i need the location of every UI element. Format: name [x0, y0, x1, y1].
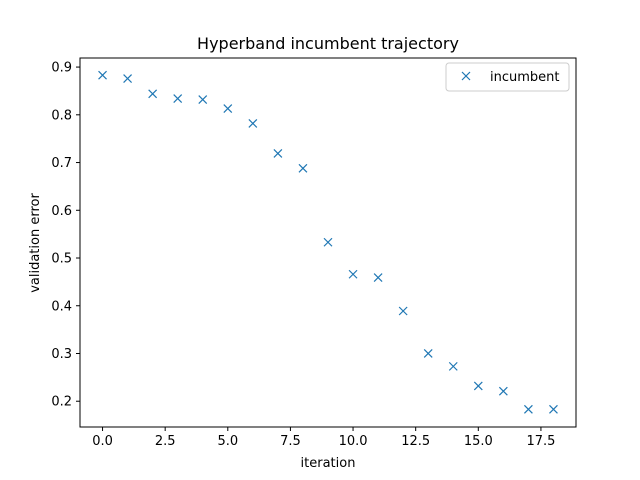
data-point — [498, 386, 508, 396]
data-point — [523, 404, 533, 414]
data-point — [398, 306, 408, 316]
plot-area — [98, 70, 558, 414]
data-point — [423, 349, 433, 358]
legend-marker-x — [461, 71, 471, 81]
x-tick-label: 15.0 — [464, 434, 493, 449]
x-tick-label: 17.5 — [526, 434, 555, 449]
data-point — [273, 149, 283, 158]
data-point — [348, 269, 358, 279]
data-point — [173, 94, 183, 103]
x-tick-label: 7.5 — [280, 434, 301, 449]
data-point — [323, 237, 333, 247]
axes-frame — [79, 57, 577, 428]
y-tick-label: 0.6 — [51, 204, 72, 219]
data-point — [448, 361, 458, 371]
y-tick-label: 0.4 — [51, 299, 72, 314]
x-tick-label: 12.5 — [401, 434, 430, 449]
data-point — [198, 95, 208, 104]
data-point — [248, 118, 258, 128]
data-point — [123, 74, 133, 83]
x-tick-label: 5.0 — [217, 434, 238, 449]
y-tick-label: 0.9 — [51, 61, 72, 76]
axes: 0.0 2.5 5.0 7.5 10.0 12.5 15.0 17.5 0.2 0.3 0.4 0.5… — [51, 57, 577, 449]
data-point — [223, 104, 233, 114]
y-tick-label: 0.3 — [51, 347, 72, 362]
y-axis-label: validation error — [28, 193, 43, 293]
legend-box — [445, 62, 570, 92]
x-axis-label: iteration — [301, 456, 356, 471]
data-point — [148, 89, 158, 99]
legend: incumbent — [445, 62, 570, 92]
data-point — [298, 163, 308, 173]
data-point — [473, 381, 483, 391]
data-point — [98, 70, 107, 80]
y-tick-label: 0.8 — [51, 108, 72, 123]
chart-title: Hyperband incumbent trajectory — [197, 34, 459, 53]
x-tick-label: 0.0 — [92, 434, 113, 449]
y-tick-label: 0.7 — [51, 156, 72, 171]
y-tick-label: 0.5 — [51, 252, 72, 267]
y-tick-label: 0.2 — [51, 395, 72, 410]
x-tick-label: 2.5 — [155, 434, 176, 449]
data-point — [373, 273, 383, 283]
x-tick-label: 10.0 — [339, 434, 368, 449]
data-point — [549, 404, 558, 414]
legend-label: incumbent — [490, 70, 560, 85]
